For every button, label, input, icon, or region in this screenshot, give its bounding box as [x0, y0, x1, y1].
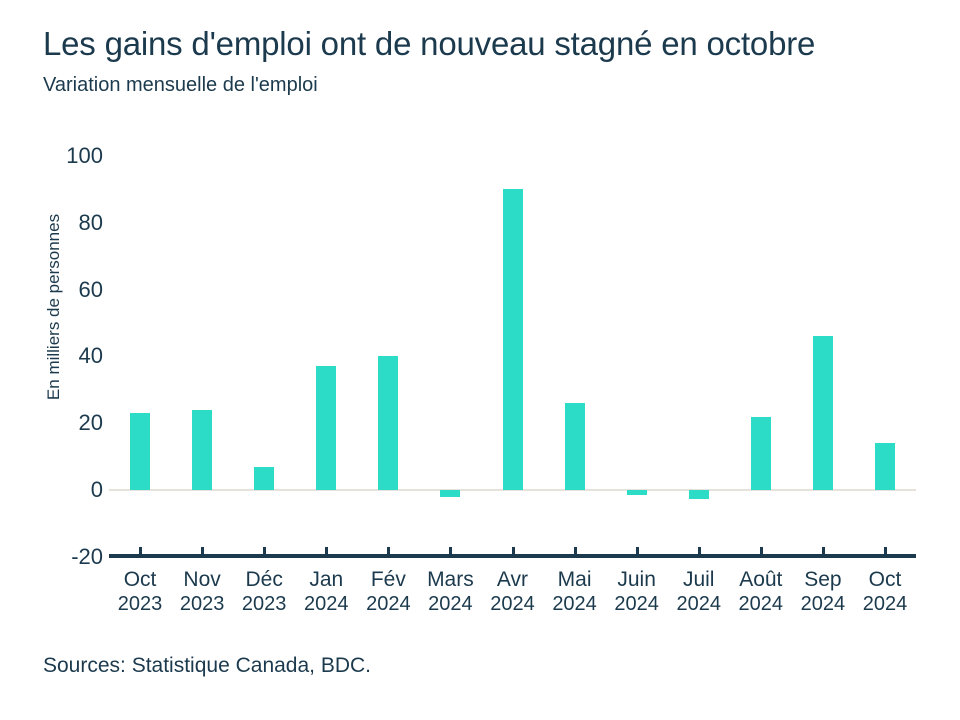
x-tick-year: 2024 — [738, 593, 784, 615]
x-tick-month: Fév — [370, 568, 406, 591]
x-axis-tick — [449, 547, 453, 554]
x-tick-year: 2024 — [552, 593, 597, 615]
bar — [874, 443, 895, 490]
x-axis-line — [109, 554, 916, 558]
x-tick-month: Mars — [427, 568, 474, 591]
sources-note: Sources: Statistique Canada, BDC. — [43, 654, 372, 677]
x-axis-tick — [573, 547, 577, 554]
bar — [254, 466, 275, 490]
x-axis-tick — [139, 547, 143, 554]
chart-title: Les gains d'emploi ont de nouveau stagné… — [43, 25, 816, 62]
x-tick-label: Avr 2024 — [481, 567, 543, 617]
bar — [440, 490, 461, 498]
x-axis-tick — [201, 547, 205, 554]
x-tick-year: 2024 — [862, 593, 908, 615]
x-axis-tick — [511, 547, 515, 554]
bar — [564, 403, 585, 490]
y-tick-label: -20 — [71, 543, 103, 569]
x-axis-tick — [759, 547, 763, 554]
x-tick-label: Mai 2024 — [544, 567, 606, 617]
x-tick-month: Déc — [245, 568, 283, 591]
x-tick-month: Nov — [183, 568, 221, 591]
bar — [192, 409, 213, 490]
chart-subtitle: Variation mensuelle de l'emploi — [43, 74, 318, 96]
y-tick-label: 20 — [78, 410, 103, 436]
y-tick-label: 100 — [66, 143, 103, 168]
x-tick-year: 2024 — [800, 593, 846, 615]
x-tick-year: 2024 — [366, 593, 411, 615]
x-axis-tick — [635, 547, 639, 554]
x-tick-year: 2023 — [179, 593, 225, 615]
x-tick-year: 2024 — [614, 593, 659, 615]
x-tick-year: 2024 — [490, 593, 535, 615]
x-tick-month: Jan — [309, 568, 344, 591]
y-tick-label: 40 — [78, 343, 103, 369]
x-tick-month: Juil — [682, 568, 715, 591]
x-tick-year: 2023 — [117, 593, 163, 615]
bar — [626, 490, 647, 495]
bar — [750, 416, 771, 490]
x-tick-label: Déc 2023 — [233, 567, 295, 617]
x-tick-label: Fév 2024 — [357, 567, 419, 617]
x-tick-label: Juil 2024 — [668, 567, 730, 617]
bar — [130, 413, 151, 490]
x-tick-year: 2024 — [428, 593, 473, 615]
y-tick-label: 0 — [90, 477, 103, 502]
x-tick-month: Sep — [804, 568, 842, 591]
x-axis-tick — [883, 547, 887, 554]
x-tick-month: Avr — [496, 568, 529, 591]
y-tick-label: 80 — [78, 209, 103, 235]
bar — [378, 356, 399, 490]
x-axis-tick — [697, 547, 701, 554]
x-tick-year: 2023 — [241, 593, 287, 615]
x-tick-month: Oct — [123, 568, 157, 591]
x-tick-label: Nov 2023 — [171, 567, 233, 617]
x-tick-month: Mai — [557, 568, 592, 591]
bar — [688, 490, 709, 500]
x-tick-label: Oct 2024 — [854, 567, 916, 617]
bar — [812, 336, 833, 490]
x-axis-tick — [821, 547, 825, 554]
zero-gridline — [109, 489, 916, 491]
x-axis-tick — [263, 547, 267, 554]
x-tick-label: Sep 2024 — [792, 567, 854, 617]
bar — [502, 189, 523, 490]
bar — [316, 366, 337, 490]
x-tick-month: Août — [739, 568, 783, 591]
x-tick-month: Oct — [868, 568, 902, 591]
y-tick-label: 60 — [78, 276, 103, 302]
x-tick-label: Oct 2023 — [109, 567, 171, 617]
x-axis-tick — [325, 547, 329, 554]
x-tick-label: Mars 2024 — [419, 567, 481, 617]
x-tick-label: Juin 2024 — [606, 567, 668, 617]
x-tick-label: Jan 2024 — [295, 567, 357, 617]
x-tick-month: Juin — [617, 568, 656, 591]
x-tick-label: Août 2024 — [730, 567, 792, 617]
x-tick-year: 2024 — [676, 593, 721, 615]
x-tick-year: 2024 — [304, 593, 349, 615]
x-axis-tick — [387, 547, 391, 554]
